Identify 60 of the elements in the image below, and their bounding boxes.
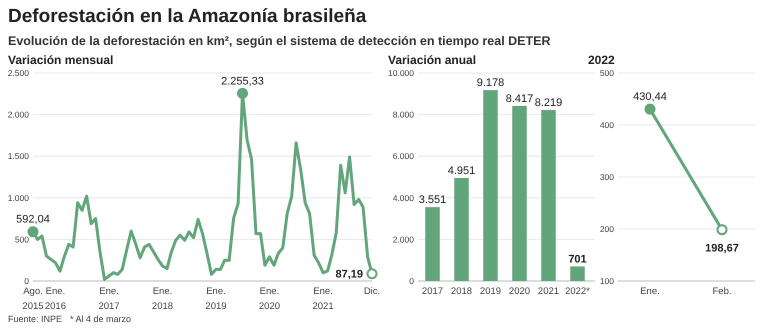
source-note: Fuente: INPE (8, 314, 62, 324)
x-tick-label: 2019 (480, 286, 502, 297)
data-label: 592,04 (16, 214, 50, 226)
data-label: 9.178 (476, 77, 504, 90)
data-label: 701 (568, 253, 587, 266)
data-label: 8.219 (534, 97, 562, 110)
y-tick-label: 0 (409, 276, 414, 286)
y-tick-label: 400 (600, 120, 614, 130)
bar (454, 178, 469, 281)
y-tick-label: 8.000 (392, 110, 414, 120)
data-label: 2.255,33 (221, 75, 264, 88)
bar (570, 266, 585, 281)
x-tick-label: Feb. (712, 286, 732, 297)
bar (483, 90, 498, 281)
x-tick-label: 2021 (538, 286, 560, 297)
y-tick-label: 6.000 (392, 151, 414, 162)
bar (541, 110, 556, 281)
y-tick-label: 2.000 (8, 110, 30, 120)
y-tick-label: 0 (24, 276, 30, 286)
y-tick-label: 1.500 (8, 151, 30, 162)
bar (425, 207, 440, 281)
y-tick-label: 10.000 (388, 68, 414, 78)
data-label: 87,19 (335, 268, 363, 281)
y-tick-label: 2.500 (8, 68, 30, 78)
y-tick-label: 300 (600, 172, 614, 182)
data-label: 198,67 (705, 242, 739, 255)
y-tick-label: 200 (600, 224, 614, 234)
y-tick-label: 1.000 (8, 192, 30, 203)
x-tick-label: Ene. 2019 (205, 286, 227, 312)
point (366, 268, 378, 280)
x-tick-label: Ene. 2021 (312, 286, 334, 312)
text: Evolución de la deforestación en km², según el sistema de detección en tiempo real DETER (8, 34, 551, 48)
data-label: 8.417 (506, 92, 534, 105)
x-tick-label: 2018 (450, 286, 472, 297)
x-tick-label: Ene. (640, 286, 660, 297)
point (236, 88, 248, 99)
text: * Al 4 de marzo (70, 314, 132, 324)
y-tick-label: 100 (600, 276, 614, 286)
y-tick-label: 500 (14, 234, 30, 244)
data-label: 430,44 (633, 91, 667, 104)
data-label: 3.551 (418, 194, 446, 206)
x-tick-label: 2020 (508, 286, 530, 297)
x-tick-label: Ene. 2016 (44, 286, 66, 312)
x-tick-label: Dic. (364, 286, 380, 297)
x-tick-label: 2022* (565, 286, 590, 297)
y-tick-label: 4.000 (392, 192, 414, 203)
point (28, 226, 38, 238)
bar (512, 106, 527, 281)
x-tick-label: Ene. 2020 (258, 286, 280, 312)
text: Deforestación en la Amazonía brasileña (8, 6, 367, 27)
x-tick-label: Ene. 2017 (98, 286, 120, 312)
data-label: 4.951 (448, 165, 476, 178)
x-tick-label: 2017 (422, 286, 444, 297)
y-tick-label: 2.000 (392, 234, 414, 244)
y-tick-label: 500 (600, 68, 614, 78)
chart-title: Variación mensual (8, 53, 114, 67)
chart-title: Variación anual (388, 53, 476, 67)
x-tick-label: Ago. 2015 (22, 286, 44, 312)
chart-title: 2022 (588, 53, 616, 67)
x-tick-label: Ene. 2018 (152, 286, 174, 312)
